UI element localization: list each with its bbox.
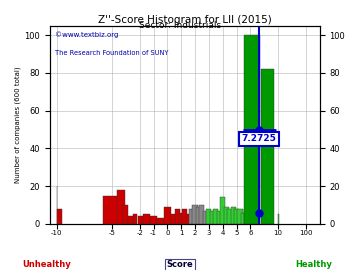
Bar: [185, 214, 191, 224]
Bar: [57, 209, 62, 224]
Text: Score: Score: [167, 260, 193, 269]
Bar: [213, 209, 218, 224]
Bar: [175, 209, 180, 224]
Bar: [123, 205, 129, 224]
Bar: [138, 216, 143, 224]
Bar: [171, 214, 177, 224]
Bar: [117, 190, 126, 224]
Title: Z''-Score Histogram for LII (2015): Z''-Score Histogram for LII (2015): [98, 15, 271, 25]
Text: The Research Foundation of SUNY: The Research Foundation of SUNY: [55, 50, 168, 56]
Bar: [199, 205, 204, 224]
Text: Sector: Industrials: Sector: Industrials: [139, 21, 221, 30]
Bar: [234, 209, 239, 224]
Bar: [203, 211, 208, 224]
Bar: [128, 216, 132, 224]
Bar: [224, 207, 229, 224]
Text: Healthy: Healthy: [295, 260, 332, 269]
Bar: [220, 197, 225, 224]
Bar: [230, 207, 235, 224]
Bar: [241, 212, 246, 224]
Text: Unhealthy: Unhealthy: [22, 260, 71, 269]
Bar: [179, 212, 184, 224]
Bar: [261, 69, 274, 224]
Bar: [244, 35, 260, 224]
Bar: [193, 205, 198, 224]
Bar: [133, 214, 137, 224]
Text: 7.2725: 7.2725: [242, 134, 276, 143]
Bar: [157, 218, 163, 224]
Bar: [217, 211, 222, 224]
Bar: [164, 207, 171, 224]
Bar: [227, 209, 232, 224]
Bar: [103, 195, 120, 224]
Bar: [143, 214, 150, 224]
Bar: [182, 209, 187, 224]
Bar: [210, 211, 215, 224]
Text: ©www.textbiz.org: ©www.textbiz.org: [55, 32, 118, 38]
Y-axis label: Number of companies (600 total): Number of companies (600 total): [15, 66, 22, 183]
Bar: [196, 207, 201, 224]
Bar: [244, 209, 249, 224]
Bar: [238, 209, 243, 224]
Bar: [206, 209, 211, 224]
Bar: [278, 214, 279, 224]
Bar: [150, 216, 157, 224]
Bar: [189, 209, 194, 224]
